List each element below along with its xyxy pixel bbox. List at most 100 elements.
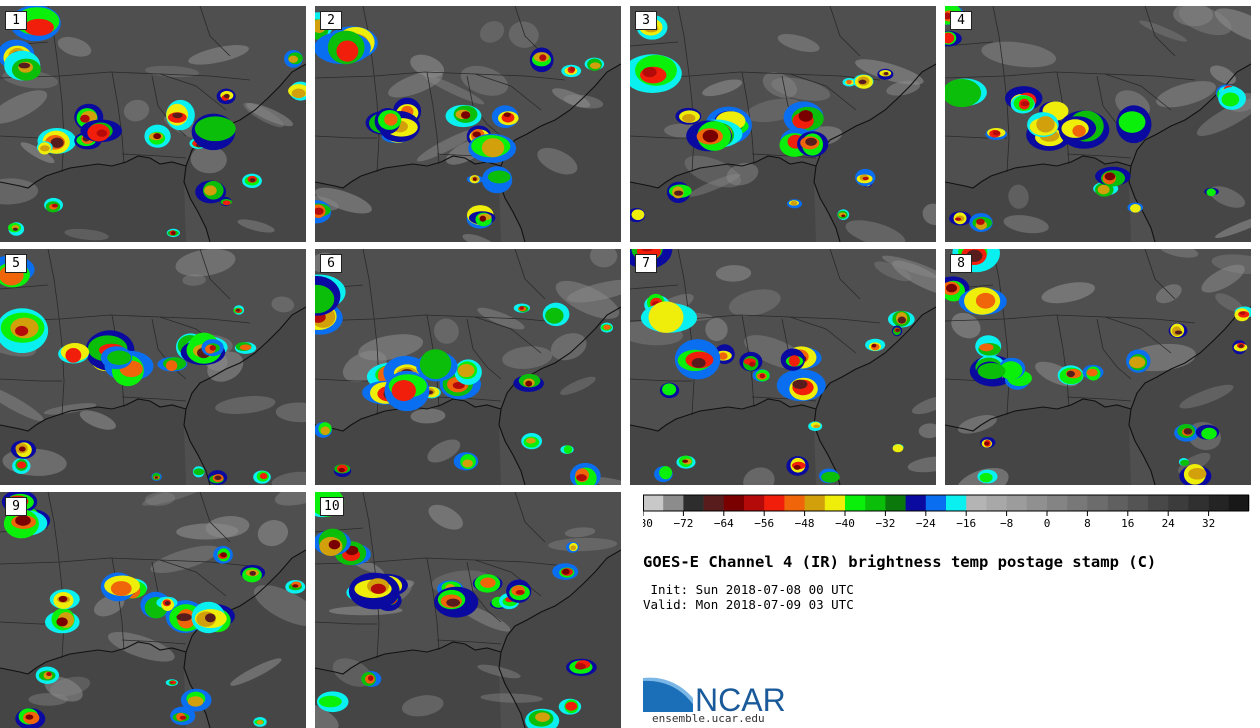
gulf-of-mexico — [0, 156, 186, 242]
colorbar-tick-label: −64 — [714, 517, 734, 530]
colorbar-tick-label: 0 — [1044, 517, 1051, 530]
panel-number-label: 5 — [5, 254, 27, 273]
ncar-logo-swoosh — [643, 678, 693, 712]
cirrus-patch — [715, 265, 752, 282]
colorbar-tick-label: −40 — [835, 517, 855, 530]
state-border — [945, 71, 1196, 81]
cirrus-patch — [416, 129, 478, 162]
cirrus-patch — [257, 520, 289, 547]
colorbar-swatch — [1087, 495, 1108, 511]
colorbar-swatch — [703, 495, 725, 511]
cirrus-patch — [175, 249, 236, 277]
panel-number-label: 7 — [635, 254, 657, 273]
convective-cell — [1036, 116, 1055, 133]
ir-map — [945, 249, 1251, 485]
convective-cell — [367, 675, 374, 681]
convective-cell — [565, 701, 578, 711]
panel-number-label: 10 — [320, 497, 344, 516]
convective-cell — [107, 350, 132, 365]
convective-cell — [479, 215, 487, 222]
convective-cell — [153, 133, 162, 140]
state-border — [1104, 73, 1172, 111]
convective-cell — [58, 595, 68, 603]
convective-cell — [176, 613, 192, 622]
colorbar-frame — [643, 494, 1249, 512]
state-border — [0, 284, 49, 290]
gulf-coastline — [0, 155, 187, 189]
cirrus-patch — [64, 228, 109, 241]
cirrus-patch — [246, 103, 294, 127]
state-border — [630, 41, 679, 47]
state-border — [315, 314, 566, 324]
cirrus-patch — [563, 94, 604, 109]
convective-cell — [1072, 125, 1086, 137]
state-border — [315, 71, 566, 81]
state-border — [992, 6, 1010, 173]
state-border — [474, 73, 542, 111]
cirrus-patch — [0, 178, 39, 205]
cirrus-patch — [762, 72, 798, 99]
colorbar-tick-label: 8 — [1084, 517, 1091, 530]
cirrus-patch — [20, 142, 55, 164]
cirrus-patch — [702, 79, 743, 97]
convective-cell — [194, 116, 236, 142]
state-border — [159, 559, 227, 597]
ir-map — [315, 6, 621, 242]
colorbar-swatch — [966, 495, 987, 511]
cirrus-patch — [142, 492, 208, 506]
member-panel-1: 1 — [0, 6, 306, 242]
cirrus-patch — [188, 45, 249, 65]
cirrus-patch — [508, 21, 539, 48]
convective-cell — [1086, 368, 1098, 377]
convective-cell — [883, 72, 889, 76]
cirrus-patch — [388, 70, 443, 98]
ir-map — [945, 6, 1251, 242]
cirrus-patch — [922, 203, 936, 226]
convective-cell — [946, 283, 958, 293]
cirrus-patch — [728, 289, 781, 317]
cirrus-patch — [462, 233, 495, 242]
ir-map — [630, 6, 936, 242]
convective-cell — [249, 178, 256, 183]
convective-cell — [979, 343, 994, 352]
state-border — [474, 316, 542, 354]
member-panel-10: 10 — [315, 492, 621, 728]
panel-number-label: 1 — [5, 11, 27, 30]
convective-cell — [569, 66, 576, 72]
cirrus-patch — [957, 415, 997, 434]
convective-cell — [662, 383, 677, 396]
convective-cell — [487, 170, 511, 184]
valid-time: Valid: Mon 2018-07-09 03 UTC — [643, 597, 854, 612]
convective-cell — [165, 360, 178, 372]
convective-cell — [631, 209, 645, 221]
convective-cell — [821, 471, 840, 483]
member-panel-7: 7 — [630, 249, 936, 485]
state-border — [466, 561, 502, 623]
convective-cell — [65, 348, 82, 363]
cirrus-patch — [150, 545, 220, 573]
ir-map — [315, 492, 621, 728]
convective-cell — [51, 203, 58, 208]
cirrus-patch — [0, 90, 48, 124]
cirrus-patch — [182, 274, 206, 286]
cirrus-patch — [560, 376, 596, 395]
convective-cell — [603, 324, 611, 330]
convective-cell — [320, 426, 330, 435]
cirrus-patch — [107, 631, 175, 662]
convective-cell — [545, 307, 564, 324]
convective-cell — [862, 176, 869, 181]
convective-cell — [315, 207, 324, 215]
convective-cell — [472, 131, 481, 138]
convective-cell — [292, 584, 299, 588]
convective-cell — [193, 468, 205, 476]
cirrus-patch — [401, 695, 444, 717]
convective-cell — [472, 177, 477, 181]
convective-cell — [1129, 204, 1141, 213]
convective-cell — [977, 362, 1006, 380]
convective-cell — [291, 88, 306, 99]
state-border — [466, 318, 502, 380]
state-border — [426, 557, 440, 651]
state-border — [426, 71, 440, 165]
state-border — [111, 71, 125, 165]
gulf-of-mexico — [630, 399, 816, 485]
